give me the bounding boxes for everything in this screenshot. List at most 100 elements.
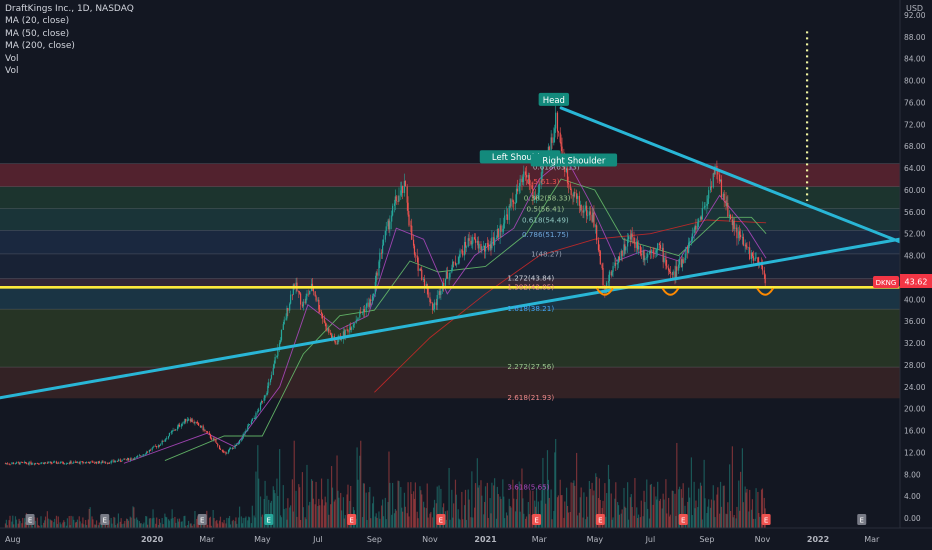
volume-bar [149,518,151,528]
candle-body [591,214,593,222]
volume-bar [274,493,276,528]
drawing-lines[interactable] [0,31,902,400]
volume-bar [583,492,585,528]
price-axis-panel[interactable] [900,0,932,528]
volume-bar [484,486,487,528]
candle-body [419,269,421,271]
volume-bar [247,520,249,528]
candle-body [744,244,746,246]
volume-bars [4,439,766,528]
candle-body [731,219,733,226]
candle-body [669,271,672,274]
candle-body [4,463,7,465]
volume-bar [5,519,7,528]
candle-body [140,455,142,457]
candle-body [473,237,476,240]
candle-body [342,331,345,339]
volume-bar [106,525,109,528]
volume-bar [193,524,195,528]
volume-bar [206,510,208,528]
volume-bar [621,509,623,528]
time-axis-ticks[interactable]: Aug 2020 Mar May Jul Sep Nov 2021 Mar May Jul Sep No… [5,535,880,544]
candle-body [725,200,727,206]
indicator-volume[interactable]: Vol [5,53,19,64]
earnings-letter-10: E [860,517,864,525]
candle-body [515,188,518,203]
volume-bar [79,521,81,528]
indicator-ma50[interactable]: MA (50, close) [5,28,70,39]
candle-body [448,277,450,279]
indicator-ma20[interactable]: MA (20, close) [5,16,70,27]
volume-bar [658,500,661,528]
candle-body [461,250,463,252]
volume-bar [292,511,294,528]
candle-body [234,445,236,449]
candle-body [357,317,359,320]
annotation-label-2: Right Shoulder [542,157,605,167]
volume-bar [350,485,352,528]
candle-body [161,440,163,445]
candle-body [385,226,387,231]
volume-bar [429,513,431,528]
candle-body [514,202,517,204]
volume-bar [516,486,519,528]
candle-body [289,294,292,304]
volume-bar [276,478,278,528]
candle-body [695,225,697,230]
candle-body [280,329,283,341]
volume-bar [719,481,722,528]
volume-bar [222,523,224,528]
volume-bar [580,487,582,528]
candle-body [334,340,336,344]
candle-body [678,264,680,271]
candle-body [276,355,278,358]
volume-bar [91,516,93,528]
candle-body [755,257,757,259]
candle-body [194,421,196,423]
ticker-label: DKNG [876,279,897,287]
volume-bar [51,520,53,528]
volume-bar [522,498,524,528]
candle-body [763,270,765,275]
volume-bar [732,517,734,528]
candle-body [11,463,13,465]
candle-body [312,288,314,292]
volume-bar [435,503,437,528]
volume-bar [105,523,107,528]
candle-body [375,272,377,282]
volume-bar [736,506,738,528]
candle-body [579,205,581,206]
fib-label-11: 2.618(21.93) [507,393,554,402]
volume-bar [560,495,562,528]
volume-bar [184,515,186,528]
volume-bar [503,496,505,528]
candle-body [404,181,406,187]
volume-bar [576,452,578,528]
volume-bar [116,523,119,528]
candle-body [592,212,594,222]
candle-body [23,461,26,463]
indicator-volume-2[interactable]: Vol [5,66,19,77]
volume-bar [142,524,144,528]
candle-body [189,419,191,422]
candle-body [700,216,703,220]
candle-body [222,450,224,452]
volume-bar [330,466,333,528]
volume-bar [9,515,11,528]
ma20-line [123,156,767,464]
candle-body [295,282,297,289]
candle-body [615,262,617,265]
volume-bar [763,497,765,528]
candle-body [719,174,721,182]
candle-body [429,297,431,303]
volume-bar [238,506,241,528]
indicator-ma200[interactable]: MA (200, close) [5,41,75,52]
candle-body [597,240,600,251]
volume-bar [63,520,65,528]
candle-body [114,461,116,463]
candle-body [596,225,598,241]
volume-bar [365,492,367,528]
